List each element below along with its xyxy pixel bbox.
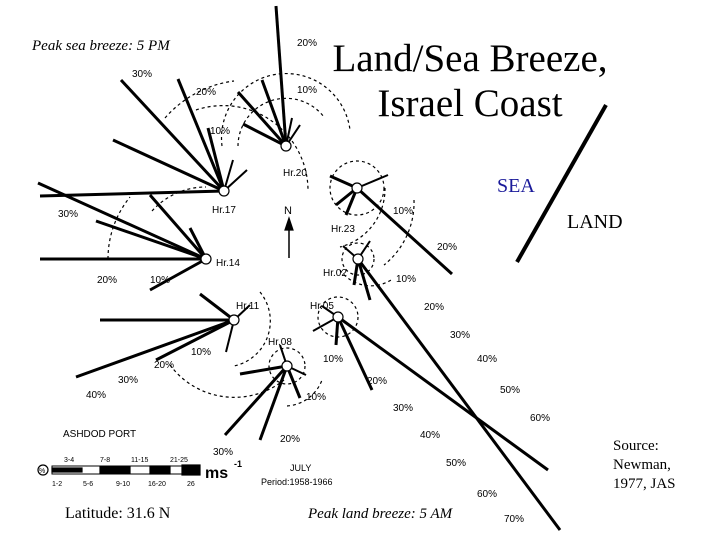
hour-label-hr17: Hr.17 (212, 205, 236, 216)
pct-label: 40% (477, 354, 497, 365)
pct-label: 20% (280, 434, 300, 445)
land-label: LAND (567, 211, 623, 233)
source-line-1: Source: (613, 438, 659, 454)
latitude-label: Latitude: 31.6 N (65, 505, 171, 522)
pct-label: 10% (297, 85, 317, 96)
pct-label: 20% (154, 360, 174, 371)
pct-label: 10% (191, 347, 211, 358)
pct-label: 50% (500, 385, 520, 396)
pct-label: 10% (306, 392, 326, 403)
pct-label: 20% (424, 302, 444, 313)
scale-bottom-label: 1-2 (52, 481, 62, 488)
source-citation: Source: Newman, 1977, JAS (613, 437, 676, 494)
pct-label: 70% (504, 514, 524, 525)
rose-hr11 (75, 291, 285, 398)
pct-label: 20% (196, 87, 216, 98)
hour-label-hr20: Hr.20 (283, 168, 307, 179)
pct-label: 30% (118, 375, 138, 386)
pct-label: 40% (86, 390, 106, 401)
pct-label: 40% (420, 430, 440, 441)
rose-hr17 (39, 78, 309, 198)
rose-hr02 (339, 240, 562, 531)
units-label: ms (205, 465, 228, 482)
pct-label: 30% (393, 403, 413, 414)
pct-label: 10% (396, 274, 416, 285)
scale-bottom-label: 16-20 (148, 481, 166, 488)
port-label: ASHDOD PORT (63, 429, 136, 440)
scale-top-label: 7-8 (100, 457, 110, 464)
coastline-line (515, 104, 608, 263)
pct-label: 20% (437, 242, 457, 253)
title-line-1: Land/Sea Breeze, (332, 37, 608, 80)
period-label: Period:1958-1966 (261, 477, 333, 487)
pct-label: 10% (210, 126, 230, 137)
pct-label: 30% (213, 447, 233, 458)
peak-land-breeze-label: Peak land breeze: 5 AM (308, 506, 453, 522)
pct-label: 30% (132, 69, 152, 80)
title-line-2: Israel Coast (377, 82, 563, 125)
rose-hr23 (329, 160, 454, 276)
pct-label: 20% (97, 275, 117, 286)
month-label: JULY (290, 463, 311, 473)
pct-label: 30% (450, 330, 470, 341)
pct-label: 10% (150, 275, 170, 286)
hour-label-hr23: Hr.23 (331, 224, 355, 235)
rose-hr14 (37, 181, 212, 292)
pct-label: 60% (530, 413, 550, 424)
calm-label: % (39, 468, 45, 475)
north-arrowhead (284, 216, 294, 231)
rose-hr20 (220, 5, 351, 152)
scale-bottom-label: 26 (187, 481, 195, 488)
scale-top-label: 3-4 (64, 457, 74, 464)
source-line-2: Newman, (613, 457, 671, 473)
pct-label: 30% (58, 209, 78, 220)
pct-label: 60% (477, 489, 497, 500)
rose-hr05 (312, 296, 549, 472)
pct-label: 50% (446, 458, 466, 469)
hour-label-hr02: Hr.02 (323, 268, 347, 279)
hour-label-hr14: Hr.14 (216, 258, 240, 269)
hour-label-hr08: Hr.08 (268, 337, 292, 348)
scale-top-label: 21-25 (170, 457, 188, 464)
pct-label: 20% (367, 376, 387, 387)
scale-top-label: 11-15 (131, 457, 148, 464)
hour-label-hr05: Hr.05 (310, 301, 334, 312)
north-label: N (284, 205, 292, 217)
page-title: Land/Sea Breeze, Israel Coast (300, 36, 640, 126)
units-exponent: -1 (234, 459, 242, 469)
sea-label: SEA (497, 175, 535, 197)
source-line-3: 1977, JAS (613, 476, 676, 492)
hour-label-hr11: Hr.11 (236, 301, 260, 312)
pct-label: 20% (297, 38, 317, 49)
scale-bottom-label: 5-6 (83, 481, 93, 488)
scale-bottom-label: 9-10 (116, 481, 130, 488)
speed-scale-bar (37, 464, 201, 476)
rose-hr08 (223, 344, 323, 441)
pct-label: 10% (393, 206, 413, 217)
pct-label: 10% (323, 354, 343, 365)
peak-sea-breeze-label: Peak sea breeze: 5 PM (32, 38, 170, 54)
